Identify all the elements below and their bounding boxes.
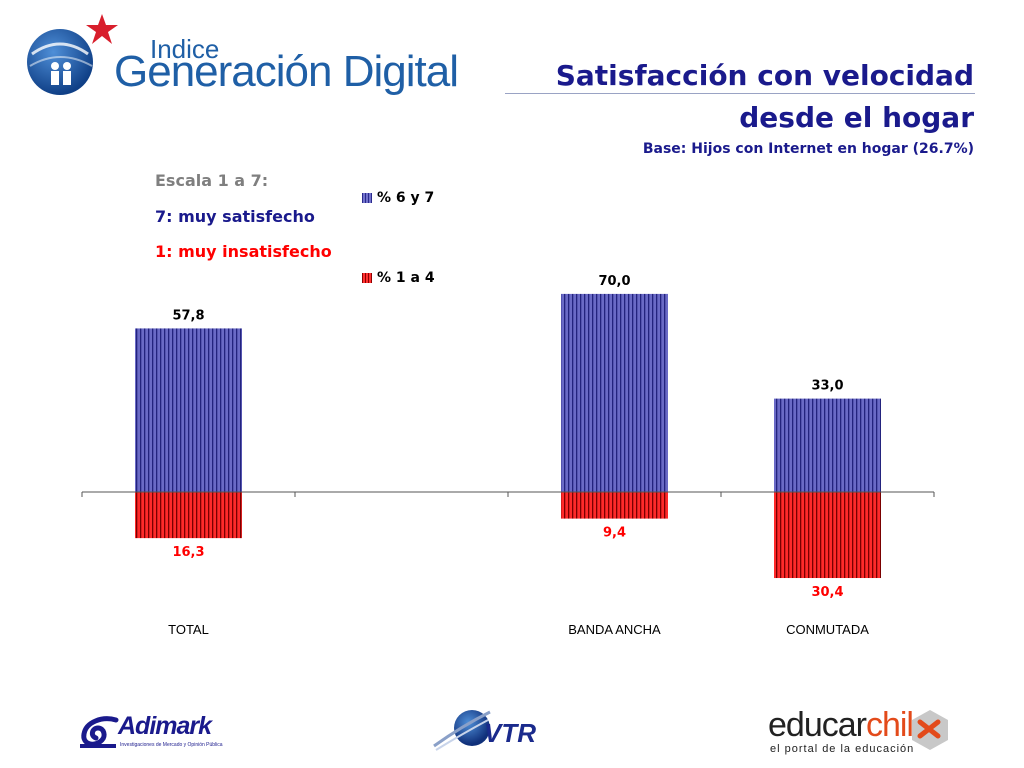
bar-low-satisfaction — [135, 492, 242, 539]
chart-title-line2: desde el hogar — [739, 101, 974, 134]
scale-high-note: 7: muy satisfecho — [155, 207, 315, 226]
title-divider — [505, 93, 975, 94]
bar-high-satisfaction — [561, 293, 668, 492]
category-label: TOTAL — [168, 622, 209, 637]
category-label: CONMUTADA — [786, 622, 869, 637]
bar-high-satisfaction — [774, 398, 881, 492]
legend-label-high: % 6 y 7 — [377, 190, 435, 206]
scale-note: Escala 1 a 7: — [155, 171, 269, 190]
legend-swatch-low — [362, 273, 372, 283]
data-label-low: 16,3 — [172, 545, 204, 560]
logo-top-word: Indice — [150, 34, 220, 64]
category-label: BANDA ANCHA — [568, 622, 661, 637]
legend-item-low: % 1 a 4 — [362, 270, 435, 286]
data-label-high: 57,8 — [172, 308, 204, 323]
legend-item-high: % 6 y 7 — [362, 190, 434, 206]
logo-main-words: Generación Digital — [114, 47, 459, 96]
educarchile-badge-icon — [912, 710, 948, 750]
bar-high-satisfaction — [135, 328, 242, 492]
educarchile-part1: educar — [768, 706, 867, 744]
adimark-name: Adimark — [118, 712, 212, 740]
scale-low-note: 1: muy insatisfecho — [155, 242, 332, 261]
adimark-logo-icon — [80, 716, 119, 748]
chart-title-line1: Satisfacción con velocidad — [555, 59, 974, 92]
data-label-high: 33,0 — [811, 379, 843, 394]
vtr-logo-icon — [433, 710, 491, 751]
data-label-low: 30,4 — [811, 585, 843, 600]
data-label-low: 9,4 — [603, 526, 626, 541]
educarchile-tagline: el portal de la educación — [770, 743, 915, 755]
legend-label-low: % 1 a 4 — [377, 270, 435, 286]
vtr-name: VTR — [484, 718, 536, 748]
adimark-tagline: Investigaciones de Mercado y Opinión Púb… — [120, 742, 223, 748]
educarchile-name: educarchile — [768, 706, 932, 745]
data-label-high: 70,0 — [598, 274, 630, 289]
legend-swatch-high — [362, 193, 372, 203]
generacion-digital-logo-icon — [27, 14, 118, 95]
bar-low-satisfaction — [561, 492, 668, 519]
bar-low-satisfaction — [774, 492, 881, 579]
chart-subtitle: Base: Hijos con Internet en hogar (26.7%… — [642, 141, 974, 157]
